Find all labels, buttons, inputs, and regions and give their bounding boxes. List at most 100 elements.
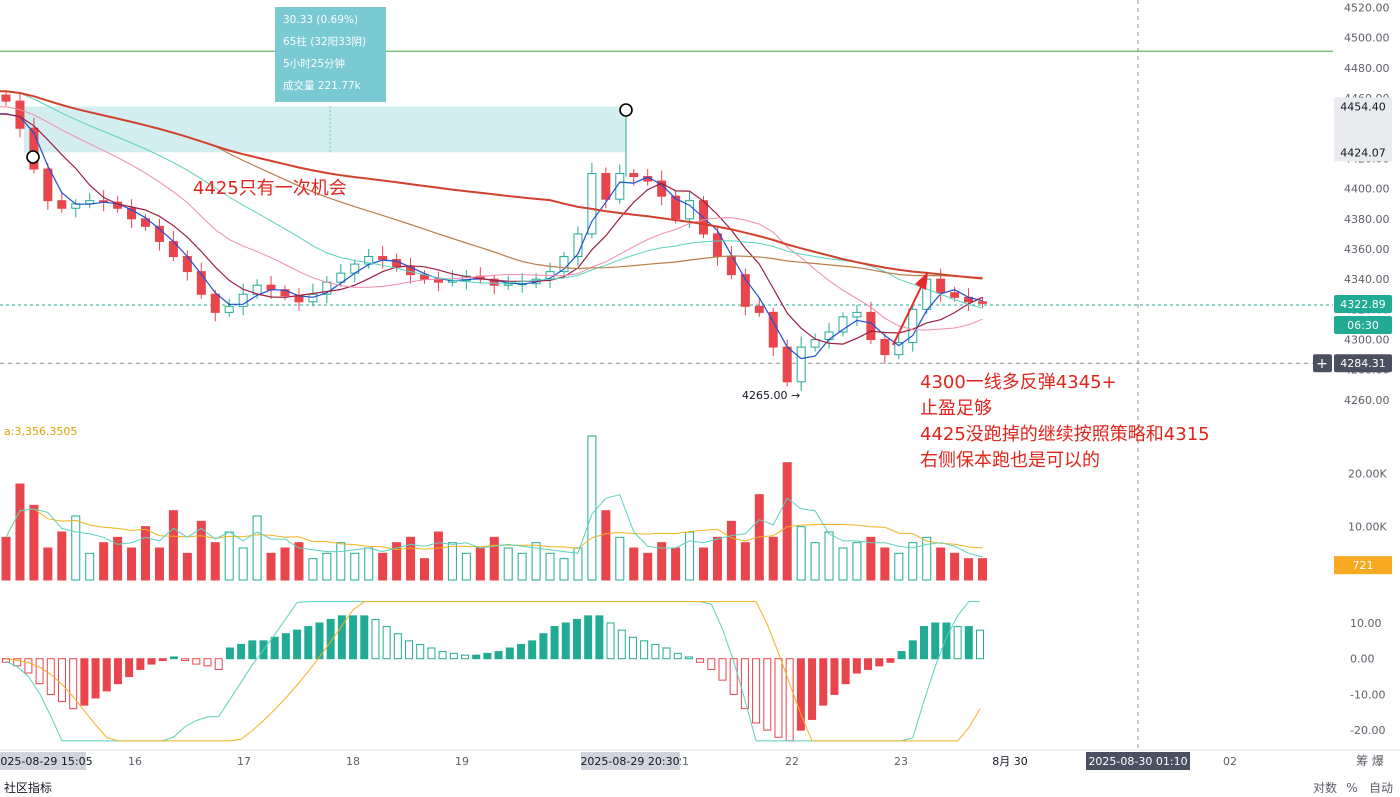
candle-down xyxy=(489,278,499,286)
crosshair-time-badge-bg xyxy=(1086,752,1190,770)
candle-up xyxy=(224,305,234,313)
candle-down xyxy=(671,195,681,220)
candle-up xyxy=(908,308,918,344)
badge-crosshair-price-bg xyxy=(1334,354,1392,373)
time-axis-label: 02 xyxy=(1223,755,1237,768)
volume-bar xyxy=(475,547,485,581)
range-start-badge-bg xyxy=(0,752,86,770)
time-axis-label: 17 xyxy=(237,755,251,768)
macd-hist-bar xyxy=(382,626,391,660)
candle-down xyxy=(29,127,39,170)
badge-current-price: 4322.89 xyxy=(1340,298,1386,311)
macd-hist-bar xyxy=(483,652,492,660)
candle-down xyxy=(141,218,150,227)
volume-bar xyxy=(950,552,960,581)
macd-tick-label: -20.00 xyxy=(1350,724,1385,737)
candle-down xyxy=(950,292,960,298)
candle-down xyxy=(782,346,792,383)
macd-hist-bar xyxy=(528,640,537,660)
volume-ma-line xyxy=(5,508,983,551)
measure-range-box xyxy=(24,106,626,153)
macd-hist-bar xyxy=(752,658,761,724)
candle-down xyxy=(182,256,192,273)
macd-hist-bar xyxy=(651,643,660,660)
macd-hist-bar xyxy=(953,626,962,660)
plus-button-bg xyxy=(1313,354,1332,373)
volume-bar xyxy=(392,542,402,581)
volume-bar xyxy=(699,547,708,581)
macd-hist-bar xyxy=(707,658,716,670)
macd-hist-bar xyxy=(91,658,100,699)
volume-bar xyxy=(726,520,736,581)
volume-bar xyxy=(336,542,346,581)
range-end-badge-bg xyxy=(581,752,680,770)
macd-hist-bar xyxy=(46,658,55,695)
volume-bar xyxy=(601,510,611,581)
macd-hist-bar xyxy=(964,626,973,660)
volume-bar xyxy=(280,547,290,581)
badge-lower: 4424.07 xyxy=(1340,146,1386,159)
volume-bar xyxy=(57,531,67,581)
pivot-marker-circle xyxy=(26,150,40,164)
macd-hist-bar xyxy=(304,626,313,660)
volume-bar xyxy=(294,542,304,581)
badge-upper: 4454.40 xyxy=(1340,101,1386,114)
candle-up xyxy=(336,272,346,283)
measure-tooltip-text: 成交量 221.77k xyxy=(283,79,362,92)
plus-icon: + xyxy=(1316,356,1328,372)
scale-button[interactable]: 自动 xyxy=(1369,781,1393,795)
macd-hist-bar xyxy=(718,658,727,681)
scale-button[interactable]: 对数 xyxy=(1313,780,1337,795)
candle-up xyxy=(615,173,625,200)
candle-up xyxy=(238,293,248,307)
community-indicators-tab[interactable]: 社区指标 xyxy=(4,780,52,795)
time-axis-label: 16 xyxy=(128,755,142,768)
macd-hist-bar xyxy=(976,629,984,660)
volume-bar xyxy=(85,552,95,581)
volume-bar xyxy=(629,547,639,581)
macd-hist-bar xyxy=(349,615,358,660)
candle-down xyxy=(726,256,736,276)
volume-bar xyxy=(224,531,234,581)
macd-hist-bar xyxy=(203,658,212,667)
scale-button[interactable]: % xyxy=(1346,781,1357,795)
volume-bar xyxy=(712,536,722,581)
volume-bar xyxy=(796,526,806,581)
candle-down xyxy=(154,225,164,242)
candle-down xyxy=(978,301,987,304)
price-tick-label: 4480.00 xyxy=(1344,62,1390,75)
macd-hist-bar xyxy=(886,658,895,663)
volume-bar xyxy=(754,494,764,581)
candle-down xyxy=(43,168,53,202)
volume-bar xyxy=(852,542,862,581)
badge-current-price-bg xyxy=(1334,294,1392,313)
measure-tooltip-text: 65柱 (32阳33阴) xyxy=(283,35,366,48)
volume-bar xyxy=(71,515,81,581)
macd-hist-bar xyxy=(35,658,44,685)
macd-hist-bar xyxy=(561,622,570,660)
volume-bar xyxy=(768,536,778,581)
macd-hist-bar xyxy=(438,651,447,660)
macd-hist-bar xyxy=(830,658,839,695)
volume-ma-line xyxy=(5,494,983,558)
macd-hist-bar xyxy=(864,658,873,670)
candle-down xyxy=(936,278,946,294)
macd-hist-bar xyxy=(449,652,458,660)
volume-bar xyxy=(168,510,178,581)
candle-down xyxy=(740,274,750,307)
macd-hist-bar xyxy=(248,640,257,660)
volume-bar xyxy=(894,552,904,581)
candle-up xyxy=(894,342,904,356)
volume-bar xyxy=(740,542,750,581)
trend-arrow-head xyxy=(915,272,928,290)
volume-bar xyxy=(643,552,653,581)
time-axis-label: 23 xyxy=(894,755,908,768)
volume-bar xyxy=(866,536,876,581)
volume-bar xyxy=(810,542,820,581)
volume-bar xyxy=(210,542,220,581)
volume-bar xyxy=(559,558,569,581)
volume-bar xyxy=(350,552,360,581)
candle-down xyxy=(127,207,137,220)
